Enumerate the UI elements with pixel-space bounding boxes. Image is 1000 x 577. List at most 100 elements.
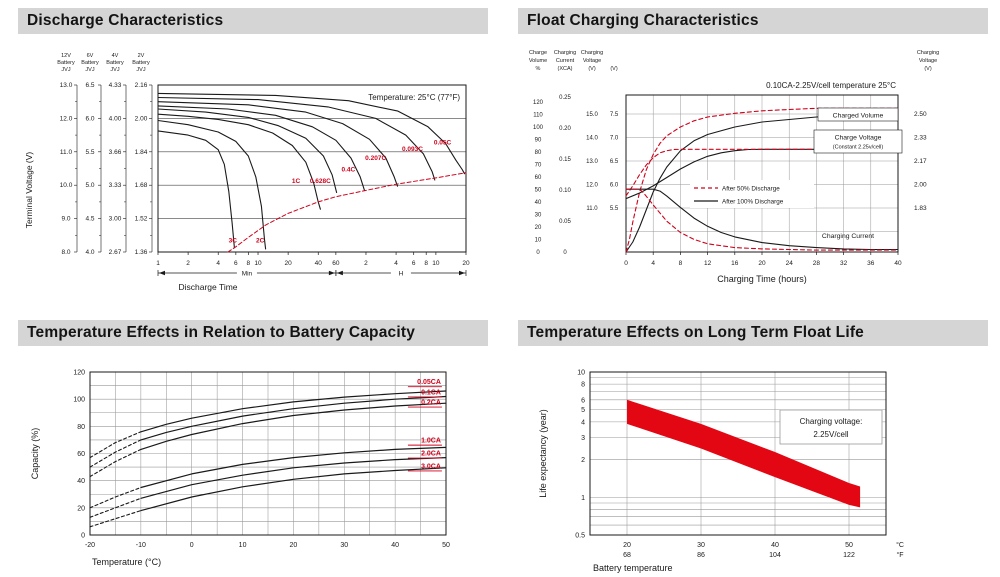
x-tick-label: 20 — [462, 260, 470, 267]
series-0.628C — [157, 108, 338, 194]
voltage-scale-value: 2.00 — [135, 115, 148, 122]
x-tick-label: 32 — [840, 260, 848, 267]
x-tick-label: 6 — [234, 260, 238, 267]
legend-label: After 50% Discharge — [722, 186, 780, 193]
panel-float-charging: Float Charging Characteristics Charge Vol… — [518, 8, 988, 302]
scale-value: 5.5 — [610, 206, 619, 212]
panel-title-float-life: Temperature Effects on Long Term Float L… — [518, 320, 988, 346]
right-arrowhead-icon — [459, 270, 465, 276]
voltage-scale-value: 5.5 — [85, 149, 94, 156]
series-charge-voltage-50 — [625, 148, 899, 197]
right-scale-header: Charging — [917, 50, 939, 56]
x-axis-title: Charging Time (hours) — [717, 274, 807, 284]
right-scale-header: (V) — [924, 66, 932, 72]
discharge-characteristics-chart: 12VBatteryJVJ13.012.011.010.09.08.06VBat… — [24, 53, 470, 292]
x-tick-label: 10 — [254, 260, 262, 267]
x-tick-label: 6 — [412, 260, 416, 267]
voltage-scale-value: 9.0 — [61, 216, 70, 223]
label-box — [817, 107, 899, 122]
temperature-capacity-chart: 0 20 40 60 80 100 120 -20 -10 0 10 20 30 40 50 Capacity… — [30, 370, 450, 568]
plot-border — [157, 84, 467, 253]
scale-header: % — [536, 66, 541, 72]
curve-label: 0.1CA — [421, 389, 441, 396]
x-tick-label: 30 — [340, 542, 348, 549]
annotation-line-2: 2.25V/cell — [813, 430, 848, 439]
scale-header: Volume — [529, 58, 547, 64]
scale-value: 0.20 — [559, 126, 571, 132]
panel-float-life: Temperature Effects on Long Term Float L… — [518, 320, 988, 577]
x-tick-label: 50 — [442, 542, 450, 549]
scale-value: 6.0 — [610, 183, 619, 189]
voltage-scale-value: 4.33 — [109, 82, 122, 89]
unit-label-bg — [390, 268, 411, 278]
x-axis-title: Temperature (°C) — [92, 557, 161, 567]
plot-border — [89, 371, 447, 536]
curve-label: 0.207C — [365, 155, 386, 162]
right-scale-value: 2.33 — [914, 135, 927, 142]
series-0.1CA-dashed — [89, 439, 142, 468]
series-0.05CA-dashed — [89, 431, 142, 459]
scale-header: Charge — [529, 50, 547, 56]
right-scale-value: 2.50 — [914, 111, 927, 118]
voltage-scale-value: 4.00 — [109, 115, 122, 122]
series-3C — [157, 130, 235, 249]
scale-value: 6.5 — [610, 159, 619, 165]
series-3.0CA — [140, 467, 447, 512]
voltage-scale-value: 3.66 — [109, 149, 122, 156]
x-tick-label: -10 — [136, 542, 146, 549]
x-tick-label-fahrenheit: 104 — [769, 552, 781, 559]
annotation-line-1: Charging voltage: — [800, 417, 863, 426]
curve-label: 0.093C — [402, 146, 423, 153]
x-tick-label: -20 — [85, 542, 95, 549]
scale-value: 50 — [535, 188, 542, 194]
y-tick-label: 100 — [73, 397, 85, 404]
voltage-scale-header: 4V — [112, 53, 119, 59]
series-2C — [157, 119, 267, 250]
scale-header: Charging — [554, 50, 576, 56]
x-tick-label: 2 — [364, 260, 368, 267]
x-tick-label-fahrenheit: 68 — [623, 552, 631, 559]
scale-value: 0 — [536, 250, 540, 256]
cutoff-curve — [227, 172, 467, 253]
panel-title-float-charging: Float Charging Characteristics — [518, 8, 988, 34]
right-scale-header: Voltage — [919, 58, 937, 64]
scale-header: Voltage — [583, 58, 601, 64]
float-charging-chart: ChargeVolume%120110100908070605040302010… — [529, 50, 939, 284]
voltage-scale-value: 3.00 — [109, 216, 122, 223]
unit-segment-label: Min — [242, 271, 253, 278]
voltage-scale-value: 2.67 — [109, 249, 122, 256]
x-tick-label: 4 — [216, 260, 220, 267]
series-0.4C — [157, 105, 366, 191]
y-tick-label: 2 — [581, 457, 585, 464]
unit-fahrenheit: °F — [896, 551, 903, 559]
series-0.093C — [157, 96, 436, 181]
series-charging-current-50 — [625, 188, 899, 251]
scale-value: 7.0 — [610, 136, 619, 142]
panel-title-discharge: Discharge Characteristics — [18, 8, 488, 34]
voltage-scale-header: Battery — [132, 60, 150, 66]
voltage-scale-value: 4.5 — [85, 216, 94, 223]
series-1.0CA — [140, 446, 447, 489]
x-tick-label: 40 — [894, 260, 902, 267]
series-charge-voltage-100 — [625, 148, 899, 200]
voltage-scale-value: 13.0 — [60, 82, 73, 89]
y-tick-label: 8 — [581, 382, 585, 389]
panel-temp-capacity: Temperature Effects in Relation to Batte… — [18, 320, 488, 577]
x-tick-label: 20 — [285, 260, 293, 267]
unit-celsius: °C — [896, 541, 904, 549]
voltage-scale-value: 6.0 — [85, 115, 94, 122]
legend-bg — [690, 180, 814, 208]
series-2.0CA-dashed — [89, 497, 142, 518]
scale-value: 11.0 — [586, 206, 598, 212]
series-1.0CA-dashed — [89, 486, 142, 509]
scale-value: 10 — [535, 238, 542, 244]
y-tick-label: 4 — [581, 419, 585, 426]
curve-label: 1C — [292, 178, 301, 185]
x-tick-label: 4 — [651, 260, 655, 267]
x-tick-label: 10 — [432, 260, 440, 267]
scale-value: 0.25 — [559, 95, 571, 101]
y-tick-label: 0.5 — [575, 533, 585, 540]
x-tick-label-fahrenheit: 122 — [843, 552, 855, 559]
